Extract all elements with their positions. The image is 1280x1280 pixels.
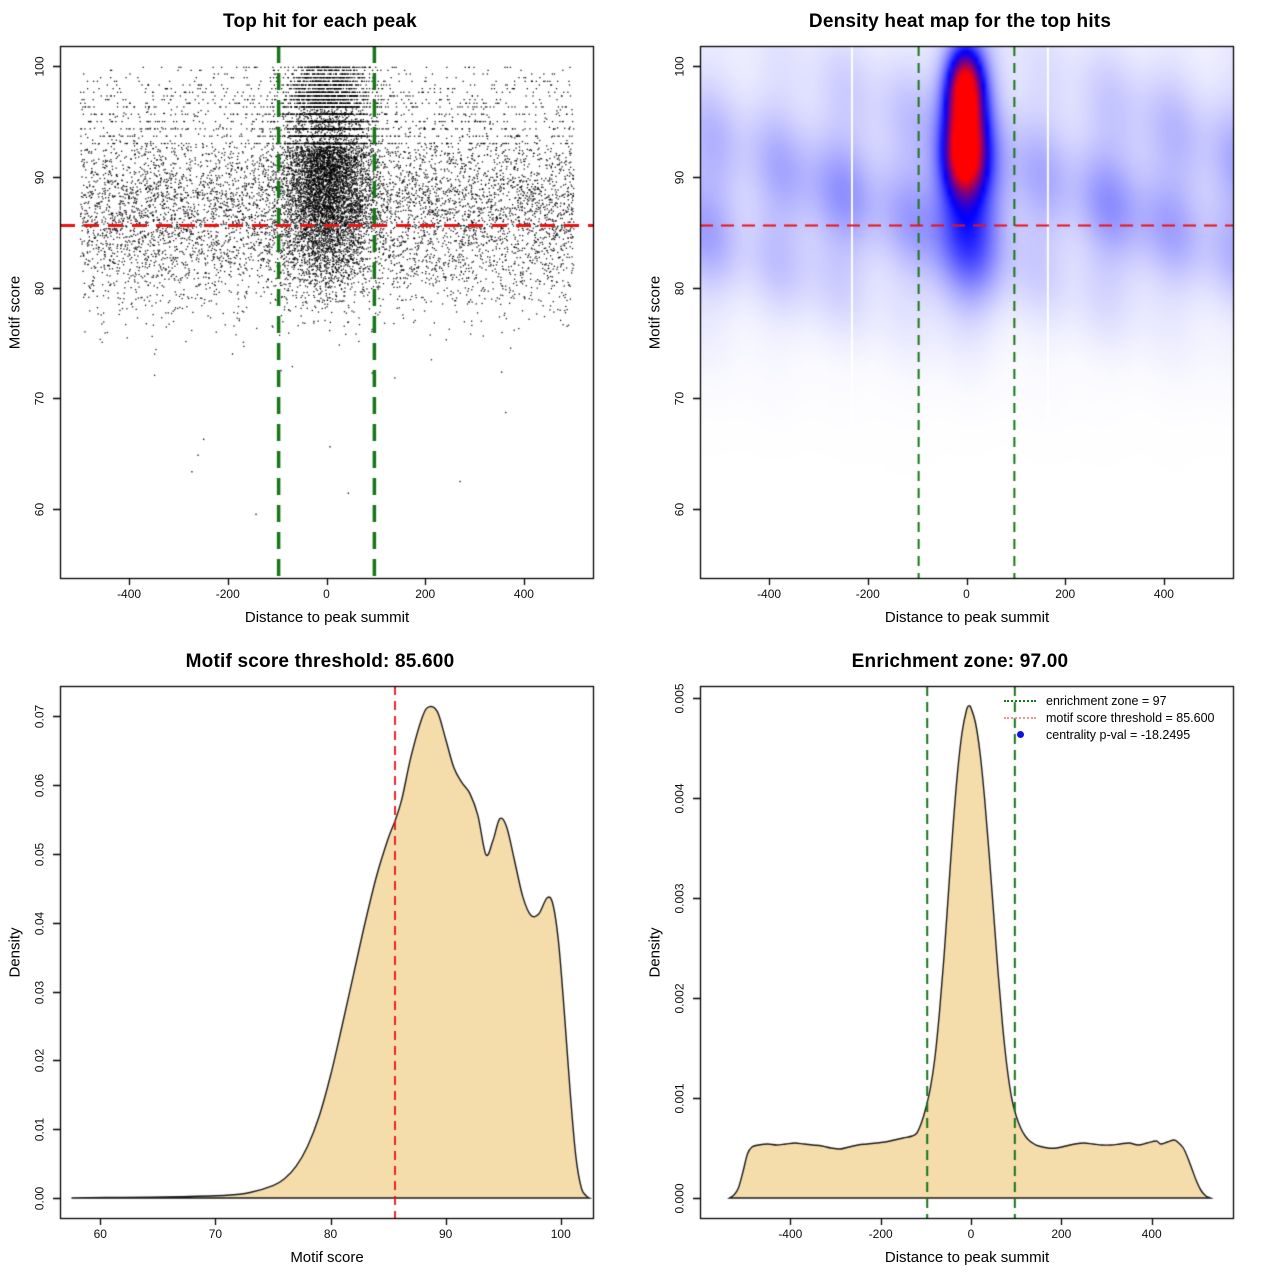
panel-title-position-density: Enrichment zone: 97.00 — [851, 651, 1069, 672]
y-tick-label: 90 — [32, 170, 47, 184]
y-tick-label: 60 — [672, 503, 687, 517]
legend-label: motif score threshold = 85.600 — [1046, 710, 1215, 725]
x-tick-label: 0 — [967, 1227, 975, 1241]
y-tick-label: 0.002 — [672, 983, 687, 1014]
legend: enrichment zone = 97 motif score thresho… — [1004, 692, 1215, 743]
x-tick-label: 80 — [323, 1227, 338, 1241]
x-tick-label: -200 — [855, 587, 880, 601]
x-tick-label: 100 — [550, 1227, 571, 1241]
y-tick-label: 0.06 — [32, 773, 47, 798]
legend-label: centrality p-val = -18.2495 — [1046, 727, 1191, 742]
y-tick-label: 0.07 — [32, 705, 47, 729]
y-tick-label: 60 — [32, 503, 47, 517]
panel-title-heatmap: Density heat map for the top hits — [808, 11, 1112, 32]
green-dotted-line-icon — [1004, 699, 1036, 702]
x-tick-label: 200 — [1055, 587, 1076, 601]
y-axis-label-score-density: Density — [6, 927, 24, 978]
x-axis-label-position-density: Distance to peak summit — [884, 1249, 1050, 1266]
legend-item-motif-threshold: motif score threshold = 85.600 — [1004, 709, 1215, 726]
y-tick-label: 100 — [672, 56, 687, 77]
x-tick-label: -400 — [778, 1227, 803, 1241]
x-tick-label: -200 — [215, 587, 240, 601]
y-tick-label: 70 — [672, 392, 687, 406]
y-tick-label: 0.003 — [672, 883, 687, 914]
y-tick-label: 0.00 — [32, 1186, 47, 1211]
panel-title-score-density: Motif score threshold: 85.600 — [185, 651, 455, 672]
x-axis-label-heatmap: Distance to peak summit — [884, 609, 1050, 626]
x-tick-label: 400 — [1153, 587, 1174, 601]
y-tick-label: 0.000 — [672, 1183, 687, 1214]
legend-label: enrichment zone = 97 — [1046, 693, 1167, 708]
y-axis-label-scatter: Motif score — [6, 275, 24, 350]
blue-dot-icon — [1004, 730, 1036, 739]
x-tick-label: -400 — [117, 587, 142, 601]
y-tick-label: 80 — [32, 281, 47, 295]
red-dotted-line-icon — [1004, 716, 1036, 719]
y-tick-label: 0.01 — [32, 1118, 47, 1142]
legend-item-enrichment-zone: enrichment zone = 97 — [1004, 692, 1215, 709]
x-tick-label: 0 — [963, 587, 970, 601]
x-tick-label: 60 — [93, 1227, 107, 1241]
y-axis-label-heatmap: Motif score — [646, 275, 664, 350]
y-tick-label: 0.004 — [672, 783, 687, 814]
x-tick-label: -400 — [757, 587, 782, 601]
y-tick-label: 0.04 — [32, 911, 47, 935]
y-tick-label: 70 — [32, 392, 47, 406]
x-tick-label: 200 — [415, 587, 436, 601]
x-tick-label: -200 — [868, 1227, 893, 1241]
x-axis-label-score-density: Motif score — [290, 1249, 364, 1266]
x-tick-label: 0 — [323, 587, 330, 601]
x-tick-label: 400 — [1141, 1227, 1162, 1241]
y-tick-label: 0.05 — [32, 842, 47, 867]
x-tick-label: 70 — [208, 1227, 223, 1241]
x-tick-label: 400 — [513, 587, 534, 601]
y-tick-label: 0.02 — [32, 1049, 47, 1073]
y-tick-label: 0.03 — [32, 980, 47, 1004]
y-tick-label: 90 — [672, 170, 687, 184]
panel-title-scatter: Top hit for each peak — [223, 11, 417, 32]
y-tick-label: 100 — [32, 56, 47, 77]
x-axis-label-scatter: Distance to peak summit — [244, 609, 410, 626]
legend-item-centrality-pval: centrality p-val = -18.2495 — [1004, 726, 1215, 743]
x-tick-label: 200 — [1051, 1227, 1072, 1241]
y-tick-label: 0.001 — [672, 1083, 687, 1114]
y-tick-label: 80 — [672, 281, 687, 295]
x-tick-label: 90 — [438, 1227, 453, 1241]
y-axis-label-position-density: Density — [646, 927, 664, 978]
y-tick-label: 0.005 — [672, 683, 687, 714]
